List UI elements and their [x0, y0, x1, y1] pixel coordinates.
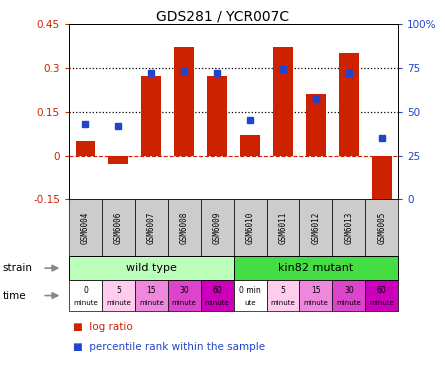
Text: minute: minute [271, 300, 295, 306]
Text: GSM6004: GSM6004 [81, 212, 90, 244]
Text: minute: minute [336, 300, 361, 306]
Text: 5: 5 [281, 286, 285, 295]
Text: GSM6005: GSM6005 [377, 212, 386, 244]
Text: GSM6006: GSM6006 [114, 212, 123, 244]
Bar [372, 156, 392, 211]
Text: ■  percentile rank within the sample: ■ percentile rank within the sample [73, 342, 266, 352]
Text: 60: 60 [212, 286, 222, 295]
Text: GDS281 / YCR007C: GDS281 / YCR007C [156, 9, 289, 23]
Text: 15: 15 [146, 286, 156, 295]
Text: minute: minute [73, 300, 98, 306]
Bar [174, 47, 194, 156]
Bar [240, 135, 260, 156]
Text: minute: minute [205, 300, 230, 306]
Text: GSM6010: GSM6010 [246, 212, 255, 244]
Text: time: time [2, 291, 26, 300]
Text: ute: ute [244, 300, 256, 306]
Text: wild type: wild type [126, 263, 177, 273]
Bar [273, 47, 293, 156]
Text: ■  log ratio: ■ log ratio [73, 322, 133, 332]
Text: GSM6011: GSM6011 [279, 212, 287, 244]
Bar [339, 53, 359, 156]
Text: 30: 30 [179, 286, 189, 295]
Text: strain: strain [2, 263, 32, 273]
Text: GSM6012: GSM6012 [312, 212, 320, 244]
Text: kin82 mutant: kin82 mutant [278, 263, 354, 273]
Text: 5: 5 [116, 286, 121, 295]
Bar [142, 76, 161, 156]
Text: minute: minute [303, 300, 328, 306]
Text: minute: minute [106, 300, 131, 306]
Text: 60: 60 [377, 286, 387, 295]
Text: GSM6007: GSM6007 [147, 212, 156, 244]
Text: minute: minute [172, 300, 197, 306]
Text: 30: 30 [344, 286, 354, 295]
Text: GSM6009: GSM6009 [213, 212, 222, 244]
Text: 0: 0 [83, 286, 88, 295]
Text: minute: minute [369, 300, 394, 306]
Text: minute: minute [139, 300, 164, 306]
Text: GSM6008: GSM6008 [180, 212, 189, 244]
Text: 15: 15 [311, 286, 321, 295]
Bar [76, 141, 95, 156]
Bar [207, 76, 227, 156]
Bar [306, 94, 326, 156]
Bar [109, 156, 128, 164]
Text: 0 min: 0 min [239, 286, 261, 295]
Text: GSM6013: GSM6013 [344, 212, 353, 244]
